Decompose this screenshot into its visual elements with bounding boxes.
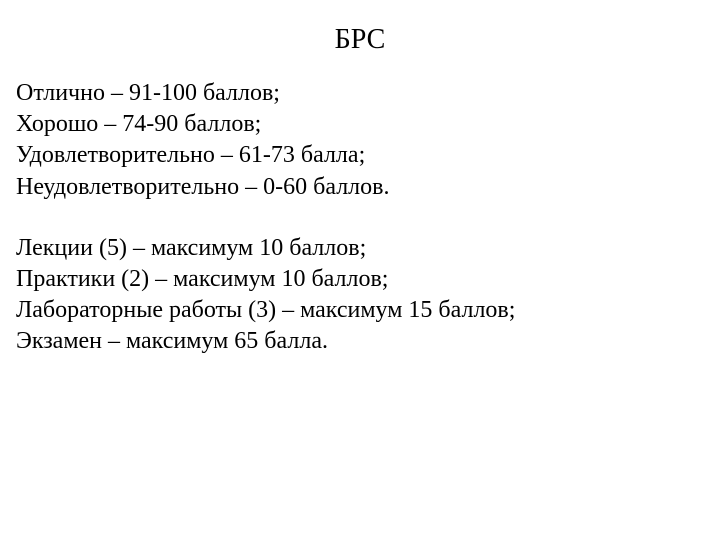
- component-line: Экзамен – максимум 65 балла.: [16, 326, 704, 357]
- component-line: Лабораторные работы (3) – максимум 15 ба…: [16, 295, 704, 326]
- component-line: Лекции (5) – максимум 10 баллов;: [16, 233, 704, 264]
- grading-line: Неудовлетворительно – 0-60 баллов.: [16, 172, 704, 203]
- components-block: Лекции (5) – максимум 10 баллов; Практик…: [16, 233, 704, 358]
- grading-scale-block: Отлично – 91-100 баллов; Хорошо – 74-90 …: [16, 78, 704, 203]
- body-text: Отлично – 91-100 баллов; Хорошо – 74-90 …: [16, 78, 704, 358]
- page-title: БРС: [16, 24, 704, 56]
- grading-line: Хорошо – 74-90 баллов;: [16, 109, 704, 140]
- grading-line: Удовлетворительно – 61-73 балла;: [16, 140, 704, 171]
- grading-line: Отлично – 91-100 баллов;: [16, 78, 704, 109]
- slide-page: БРС Отлично – 91-100 баллов; Хорошо – 74…: [0, 0, 720, 540]
- component-line: Практики (2) – максимум 10 баллов;: [16, 264, 704, 295]
